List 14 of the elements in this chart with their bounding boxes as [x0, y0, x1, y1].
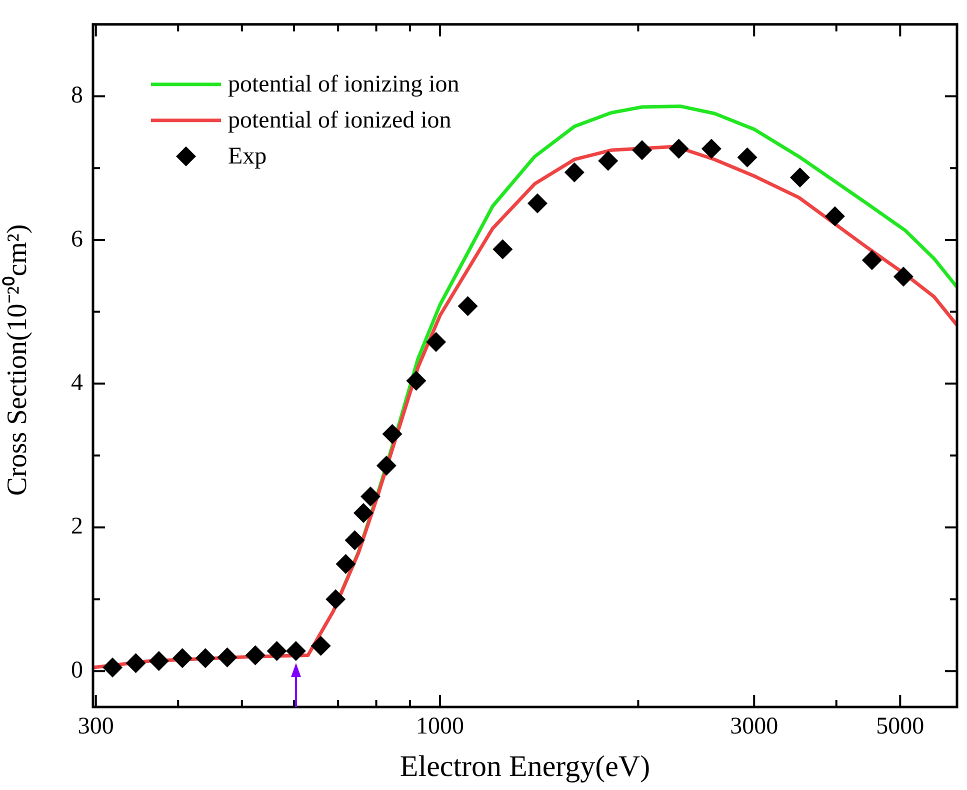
- x-tick-label: 300: [78, 714, 114, 740]
- x-tick-label: 5000: [876, 714, 924, 740]
- legend-label: Exp: [228, 144, 267, 170]
- x-axis-title: Electron Energy(eV): [400, 750, 650, 783]
- y-tick-label: 2: [71, 514, 83, 540]
- y-axis-title: Cross Section(10⁻²⁰cm²): [2, 224, 33, 496]
- y-tick-label: 4: [71, 370, 83, 396]
- x-tick-label: 1000: [416, 714, 464, 740]
- y-tick-label: 0: [71, 657, 83, 684]
- legend-label: potential of ionized ion: [228, 108, 452, 134]
- y-tick-label: 8: [71, 82, 83, 109]
- x-tick-label: 3000: [730, 714, 778, 740]
- y-tick-label: 6: [71, 226, 83, 252]
- legend-label: potential of ionizing ion: [228, 72, 460, 98]
